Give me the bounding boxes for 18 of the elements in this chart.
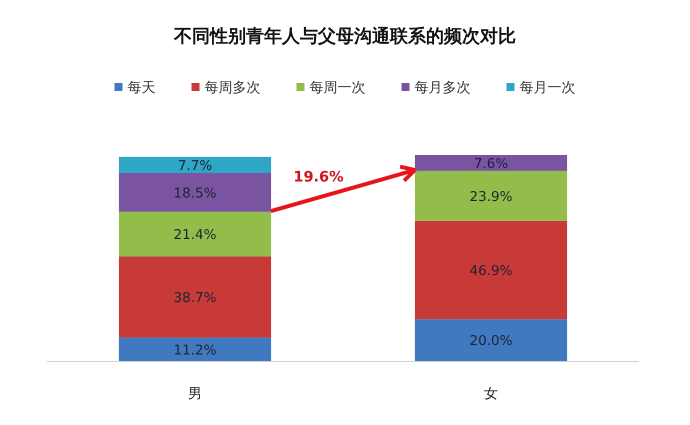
data-label: 23.9% (470, 188, 512, 205)
data-label: 46.9% (470, 263, 512, 280)
legend-label: 每天 (128, 80, 156, 96)
data-label: 11.2% (174, 342, 216, 358)
data-label: 18.5% (174, 185, 216, 202)
title: 不同性别青年人与父母沟通联系的频次对比 (174, 26, 516, 46)
data-label: 21.4% (174, 227, 216, 244)
data-label: 7.7% (178, 158, 212, 174)
data-label: 7.6% (474, 156, 508, 172)
legend-label: 每周一次 (310, 80, 366, 96)
annotation: 19.6% (293, 170, 344, 186)
legend-label: 每周多次 (204, 80, 260, 96)
legend-label: 每月多次 (414, 80, 470, 96)
x-tick-label: 男 (188, 386, 202, 402)
x-tick-label: 女 (484, 386, 498, 402)
legend-label: 每月一次 (520, 80, 576, 96)
data-label: 38.7% (174, 290, 216, 306)
data-label: 20.0% (470, 333, 512, 350)
